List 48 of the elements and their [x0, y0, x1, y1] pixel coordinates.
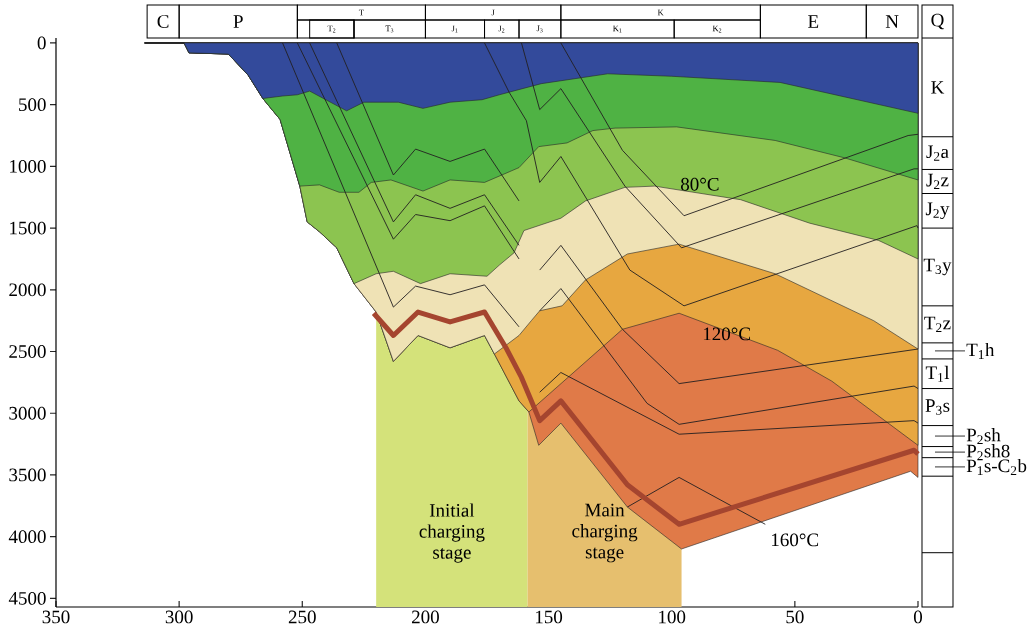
y-tick-label: 0	[37, 36, 46, 50]
text: J$_{2}$y	[925, 202, 950, 220]
text: T$_{3}$	[385, 25, 394, 33]
text: J$_{2}$	[498, 25, 505, 33]
y-tick-label: 3000	[9, 406, 46, 420]
x-tick-label: 0	[913, 610, 923, 624]
text: K$_{2}$	[712, 25, 722, 33]
x-tick-label: 150	[535, 610, 563, 624]
band-label: Main charging stage	[572, 503, 638, 563]
text: T$_{3}$y	[923, 258, 952, 276]
text: J$_{3}$	[536, 25, 543, 33]
annotation: 80°C	[680, 177, 719, 191]
text: T$_{1}$h	[966, 342, 995, 359]
text: Q	[931, 13, 945, 30]
text: J	[491, 9, 495, 16]
text: K$_{1}$	[612, 25, 622, 33]
text: J$_{2}$a	[926, 145, 949, 161]
text: T$_{2}$z	[924, 316, 951, 333]
text: J$_{2}$z	[926, 173, 949, 190]
y-tick-label: 4000	[8, 530, 46, 544]
y-tick-label: 3500	[9, 468, 46, 482]
text: J$_{1}$	[451, 25, 458, 33]
text: P	[233, 15, 243, 28]
x-tick-label: 250	[288, 610, 316, 624]
x-tick-label: 300	[165, 610, 193, 624]
y-tick-label: 2500	[9, 345, 46, 358]
y-tick-label: 1000	[10, 159, 46, 173]
text: T	[358, 9, 364, 16]
text: P$_{2}$sh	[966, 428, 1001, 445]
x-tick-label: 200	[412, 610, 439, 624]
x-tick-label: 350	[42, 610, 70, 624]
x-tick-label: 100	[659, 610, 686, 624]
y-tick-label: 500	[19, 98, 46, 112]
text: K	[657, 9, 664, 16]
text: N	[885, 15, 899, 28]
text: T$_{1}$l	[925, 365, 950, 382]
y-tick-label: 2000	[9, 283, 46, 297]
annotation: 120°C	[703, 327, 750, 341]
text: E	[808, 15, 819, 28]
text: T$_{2}$	[327, 25, 336, 33]
text: C	[157, 15, 169, 28]
y-tick-label: 4500	[8, 591, 46, 605]
band-label: Initial charging stage	[419, 503, 485, 563]
text: K	[931, 81, 945, 94]
annotation: 160°C	[772, 533, 819, 547]
x-tick-label: 50	[786, 610, 804, 624]
y-tick-label: 1500	[10, 221, 46, 235]
text: P$_{3}$s	[925, 399, 950, 415]
